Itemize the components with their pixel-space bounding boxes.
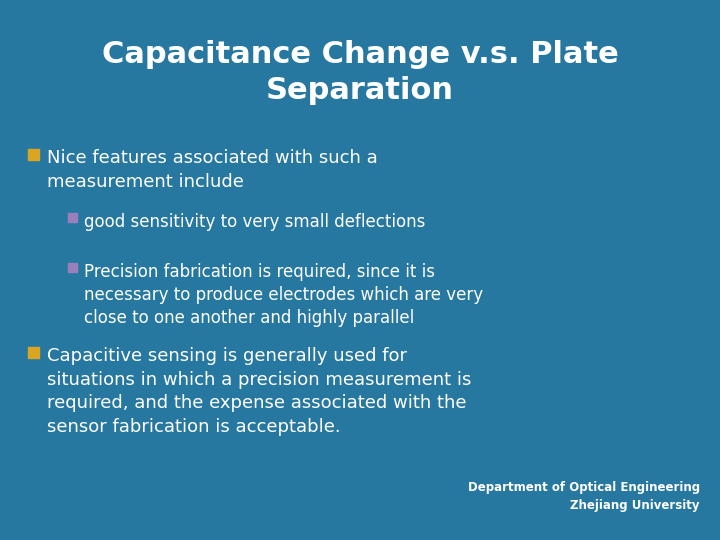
Text: Precision fabrication is required, since it is
necessary to produce electrodes w: Precision fabrication is required, since… [84,263,483,327]
Text: good sensitivity to very small deflections: good sensitivity to very small deflectio… [84,213,426,231]
Text: Capacitance Change v.s. Plate
Separation: Capacitance Change v.s. Plate Separation [102,40,618,105]
Text: Department of Optical Engineering
Zhejiang University: Department of Optical Engineering Zhejia… [468,481,700,512]
Bar [28,149,39,160]
Text: Capacitive sensing is generally used for
situations in which a precision measure: Capacitive sensing is generally used for… [47,347,472,436]
Text: Nice features associated with such a
measurement include: Nice features associated with such a mea… [47,149,378,191]
Bar [28,347,39,358]
Bar [68,213,77,222]
Bar [68,263,77,272]
